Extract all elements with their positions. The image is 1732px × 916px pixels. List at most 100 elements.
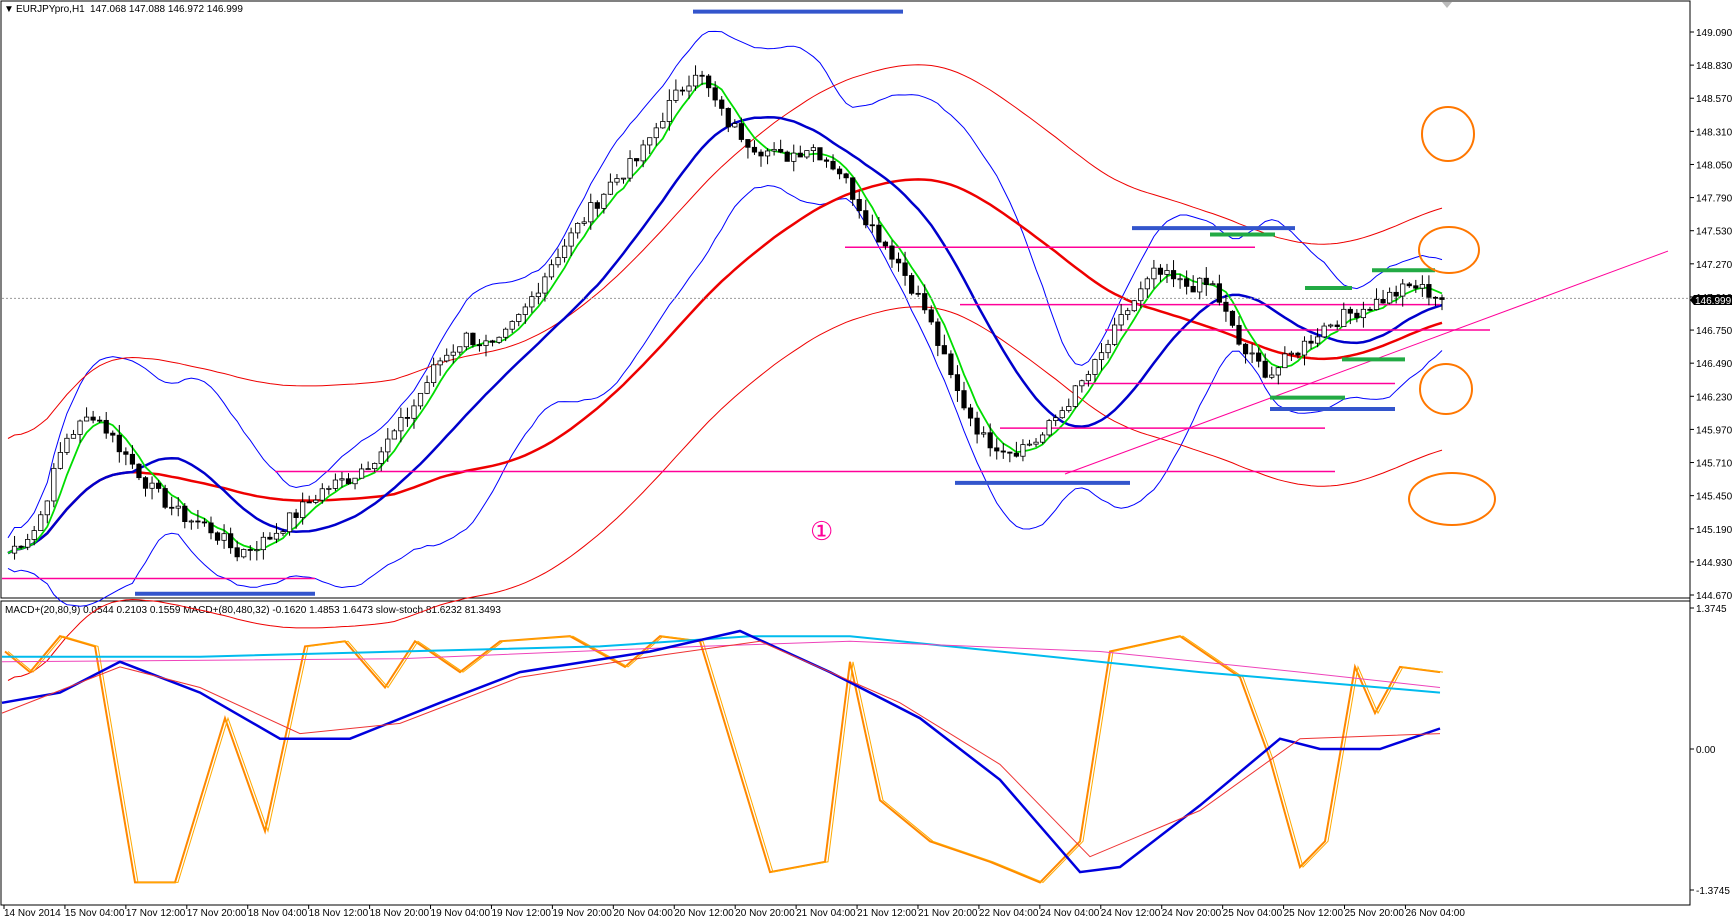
candle-body (1269, 374, 1275, 378)
candle (431, 357, 437, 387)
candle (568, 227, 574, 257)
candle (293, 508, 299, 529)
time-tick-label: 15 Nov 04:00 (65, 908, 125, 916)
candle (882, 240, 889, 250)
candle (974, 411, 980, 444)
macd-slow-signal-line (1, 640, 1441, 688)
candle (640, 139, 646, 168)
candle-body (463, 332, 469, 348)
candle-body (188, 520, 194, 523)
candle (509, 320, 515, 333)
candle (928, 305, 934, 325)
candle (424, 375, 430, 395)
candle (1112, 317, 1118, 347)
candle (1360, 301, 1367, 328)
candle (548, 259, 555, 280)
candle-body (509, 321, 515, 330)
candle-body (614, 178, 620, 183)
candle (31, 525, 37, 546)
candle-body (581, 221, 587, 224)
orange-circle-2 (1418, 226, 1480, 274)
candle-body (332, 479, 338, 489)
candle-body (156, 482, 162, 489)
candle (1400, 279, 1406, 307)
candle (496, 336, 502, 344)
candle (987, 423, 993, 457)
chart-shift-marker[interactable] (1442, 2, 1452, 8)
candle-body (863, 210, 869, 226)
candle-body (1367, 308, 1373, 311)
candle (817, 147, 823, 161)
candle-body (1125, 310, 1131, 315)
candle (44, 500, 50, 524)
candle (1314, 328, 1321, 348)
candle (961, 381, 967, 411)
candle (1380, 289, 1386, 304)
candle-body (1242, 343, 1249, 355)
candle (1098, 343, 1105, 371)
candle (437, 357, 443, 376)
candle (1131, 299, 1137, 313)
candle-body (260, 536, 266, 551)
candle (889, 240, 895, 268)
candle-body (981, 432, 987, 435)
candle-body (25, 539, 31, 548)
candle (935, 318, 941, 357)
candle-body (247, 549, 253, 551)
candle (1236, 316, 1242, 346)
candle (1321, 322, 1327, 339)
candle (103, 411, 109, 439)
candle (791, 144, 797, 172)
candle (830, 154, 836, 171)
candle (444, 348, 450, 363)
candle (306, 495, 312, 504)
candle (719, 96, 725, 116)
candle-body (241, 549, 247, 558)
candle-body (542, 276, 548, 294)
candle-body (1144, 278, 1150, 290)
candle-body (280, 531, 286, 534)
candle (136, 463, 142, 481)
candle-body (437, 360, 443, 366)
candle-body (607, 181, 614, 195)
price-tick-label: 146.230 (1696, 392, 1732, 403)
candle-body (620, 177, 627, 180)
candle-body (110, 432, 116, 436)
candle-body (627, 158, 633, 179)
candle (758, 149, 764, 167)
candle (732, 119, 738, 128)
candle-body (431, 364, 437, 384)
candle (1020, 439, 1026, 462)
candle-body (660, 121, 666, 129)
macd-signal-line (1, 640, 1441, 858)
candle-body (365, 468, 371, 471)
candle-body (424, 382, 430, 394)
candle (581, 217, 587, 226)
candle-body (1059, 410, 1065, 419)
candle-body (909, 275, 915, 294)
candle-body (712, 87, 718, 101)
candle-body (1262, 360, 1268, 378)
candle (1177, 274, 1183, 289)
candle (18, 545, 24, 550)
candle (1387, 287, 1393, 305)
candle-body (136, 463, 142, 479)
candle-body (1406, 283, 1412, 287)
chart-header-arrow[interactable]: ▼ (4, 4, 14, 15)
time-tick-label: 21 Nov 20:00 (918, 908, 978, 916)
candle-body (948, 353, 954, 376)
candle-body (1098, 352, 1105, 360)
candle-body (1373, 299, 1380, 310)
candle-body (778, 148, 784, 153)
candle-body (850, 177, 856, 200)
candle (254, 541, 260, 561)
candle (1105, 339, 1111, 359)
candle-body (1387, 291, 1393, 304)
candle-body (922, 293, 928, 311)
candle-body (444, 354, 450, 362)
candle-body (103, 419, 109, 434)
candle-body (11, 545, 18, 554)
candle (1190, 275, 1196, 293)
